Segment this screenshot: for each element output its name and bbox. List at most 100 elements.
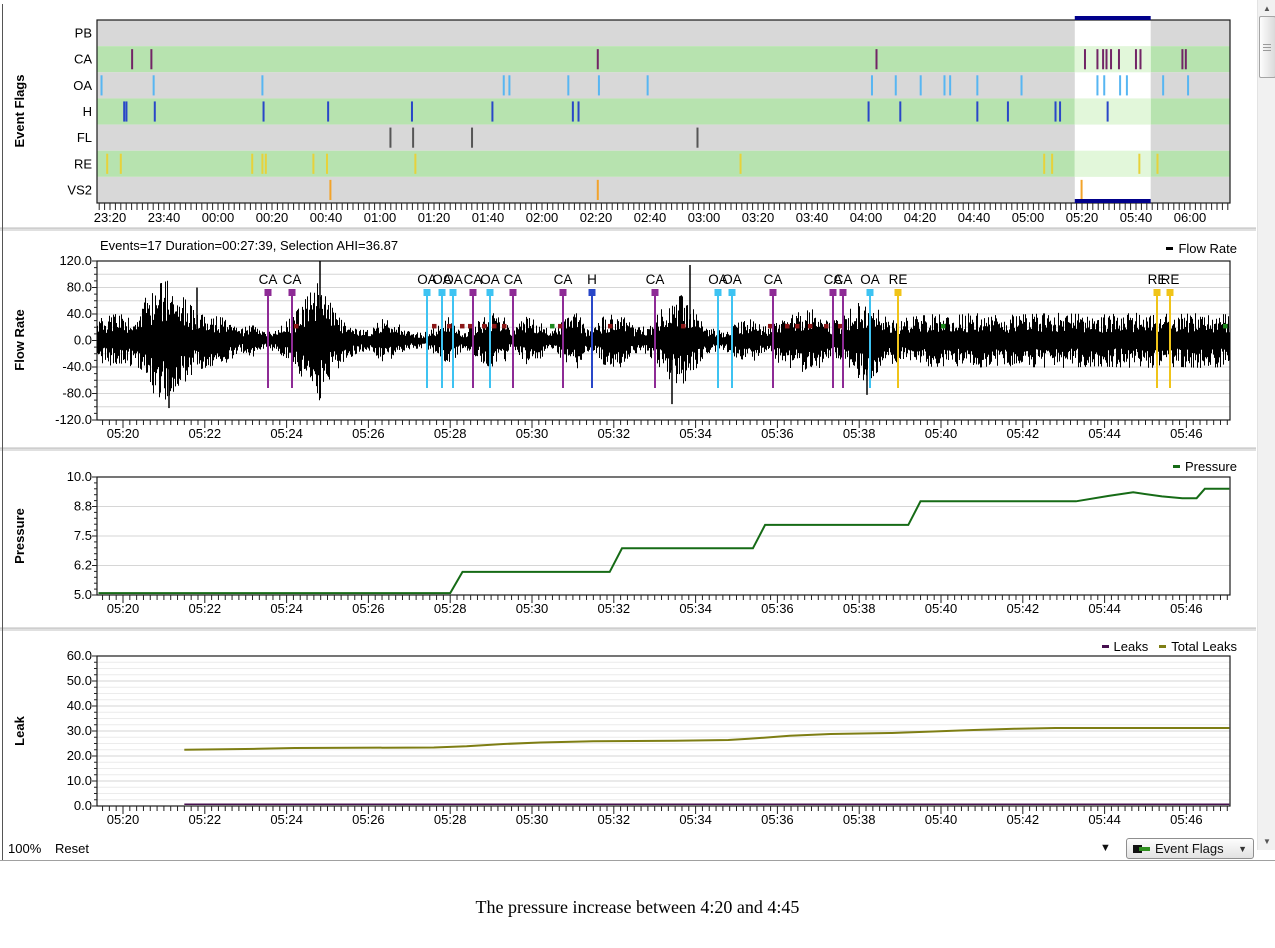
svg-text:05:32: 05:32 [598, 601, 631, 616]
svg-text:OA: OA [722, 272, 742, 287]
svg-text:05:20: 05:20 [107, 601, 140, 616]
svg-text:6.2: 6.2 [74, 558, 92, 573]
svg-text:05:38: 05:38 [843, 426, 876, 441]
svg-text:23:40: 23:40 [148, 210, 181, 225]
svg-text:CA: CA [283, 272, 302, 287]
reset-zoom-button[interactable]: Reset [55, 841, 89, 856]
svg-text:05:34: 05:34 [679, 601, 712, 616]
svg-text:10.0: 10.0 [67, 469, 92, 484]
chart-selector-dropdown[interactable]: Event Flags ▼ [1126, 838, 1254, 859]
event-flags-chart: PB CA OA H FL RE VS2 [67, 16, 1231, 204]
svg-text:RE: RE [889, 272, 908, 287]
svg-text:05:40: 05:40 [925, 601, 958, 616]
svg-text:05:22: 05:22 [189, 426, 222, 441]
svg-text:01:40: 01:40 [472, 210, 505, 225]
svg-text:05:36: 05:36 [761, 426, 794, 441]
svg-text:02:20: 02:20 [580, 210, 613, 225]
svg-text:06:00: 06:00 [1174, 210, 1207, 225]
svg-text:0.0: 0.0 [74, 798, 92, 813]
svg-text:05:30: 05:30 [516, 601, 549, 616]
svg-text:80.0: 80.0 [67, 280, 92, 295]
svg-text:05:40: 05:40 [925, 426, 958, 441]
svg-text:-40.0: -40.0 [62, 359, 92, 374]
leak-chart: 60.0 50.0 40.0 30.0 20.0 10.0 0.0 [67, 648, 1231, 813]
svg-text:40.0: 40.0 [67, 698, 92, 713]
event-flags-panel-title: Event Flags [12, 74, 27, 148]
svg-text:CA: CA [554, 272, 573, 287]
svg-text:CA: CA [824, 272, 843, 287]
vertical-scrollbar[interactable]: ▲ ▼ [1257, 0, 1275, 850]
svg-text:CA: CA [504, 272, 523, 287]
svg-text:CA: CA [74, 52, 92, 67]
svg-text:RE: RE [1148, 272, 1167, 287]
event-flags-chart-icon [1133, 844, 1150, 853]
scrollbar-grip-icon [1263, 47, 1271, 48]
collapse-panel-icon[interactable]: ▼ [1100, 842, 1111, 854]
svg-text:05:30: 05:30 [516, 812, 549, 827]
svg-text:04:20: 04:20 [904, 210, 937, 225]
svg-text:120.0: 120.0 [59, 253, 92, 268]
svg-text:05:46: 05:46 [1170, 601, 1203, 616]
svg-text:05:36: 05:36 [761, 812, 794, 827]
svg-text:OA: OA [860, 272, 880, 287]
time-axis: 05:20 05:22 05:24 05:26 05:28 05:30 05:32 05:34… [102, 595, 1228, 616]
scrollbar-up-icon[interactable]: ▲ [1263, 4, 1271, 13]
svg-text:04:00: 04:00 [850, 210, 883, 225]
svg-text:OA: OA [432, 272, 452, 287]
svg-text:05:40: 05:40 [1120, 210, 1153, 225]
svg-text:05:26: 05:26 [352, 426, 385, 441]
svg-text:05:44: 05:44 [1088, 601, 1121, 616]
svg-text:60.0: 60.0 [67, 648, 92, 663]
svg-text:05:34: 05:34 [679, 426, 712, 441]
svg-text:01:00: 01:00 [364, 210, 397, 225]
svg-text:03:00: 03:00 [688, 210, 721, 225]
svg-text:05:40: 05:40 [925, 812, 958, 827]
svg-text:05:36: 05:36 [761, 601, 794, 616]
svg-text:05:24: 05:24 [270, 812, 303, 827]
pressure-chart: 10.0 8.8 7.5 6.2 5.0 [67, 469, 1231, 602]
scrollbar-down-icon[interactable]: ▼ [1263, 837, 1271, 846]
svg-text:05:28: 05:28 [434, 812, 467, 827]
svg-text:VS2: VS2 [67, 182, 92, 197]
scrollbar-thumb[interactable] [1259, 16, 1275, 78]
svg-text:-80.0: -80.0 [62, 386, 92, 401]
svg-text:05:30: 05:30 [516, 426, 549, 441]
svg-text:05:42: 05:42 [1007, 812, 1040, 827]
svg-text:0.0: 0.0 [74, 333, 92, 348]
svg-text:50.0: 50.0 [67, 673, 92, 688]
selection-stats-text: Events=17 Duration=00:27:39, Selection A… [100, 238, 399, 253]
toolbar-divider [0, 860, 1275, 861]
svg-text:05:32: 05:32 [598, 426, 631, 441]
svg-text:03:40: 03:40 [796, 210, 829, 225]
svg-text:05:46: 05:46 [1170, 426, 1203, 441]
svg-text:OA: OA [73, 78, 92, 93]
svg-text:00:20: 00:20 [256, 210, 289, 225]
svg-text:OA: OA [443, 272, 463, 287]
svg-text:FL: FL [77, 130, 92, 145]
svg-text:05:20: 05:20 [107, 812, 140, 827]
svg-text:05:38: 05:38 [843, 601, 876, 616]
svg-text:05:00: 05:00 [1012, 210, 1045, 225]
svg-text:05:20: 05:20 [1066, 210, 1099, 225]
svg-text:05:24: 05:24 [270, 426, 303, 441]
total-leaks-legend-label: Total Leaks [1171, 639, 1237, 654]
chart-selector-label: Event Flags [1155, 841, 1224, 856]
zoom-level-label[interactable]: 100% [8, 841, 42, 856]
pressure-panel-title: Pressure [12, 508, 27, 564]
svg-text:5.0: 5.0 [74, 587, 92, 602]
svg-text:05:28: 05:28 [434, 601, 467, 616]
svg-text:RE: RE [74, 156, 92, 171]
svg-text:10.0: 10.0 [67, 773, 92, 788]
pressure-legend-swatch [1172, 465, 1180, 468]
svg-text:01:20: 01:20 [418, 210, 451, 225]
svg-text:40.0: 40.0 [67, 306, 92, 321]
leak-panel-title: Leak [12, 716, 27, 746]
leaks-legend-swatch [1101, 645, 1109, 648]
leak-legend: Leaks Total Leaks [1101, 639, 1237, 654]
leaks-legend-label: Leaks [1113, 639, 1149, 654]
svg-text:30.0: 30.0 [67, 723, 92, 738]
svg-text:03:20: 03:20 [742, 210, 775, 225]
svg-text:8.8: 8.8 [74, 499, 92, 514]
